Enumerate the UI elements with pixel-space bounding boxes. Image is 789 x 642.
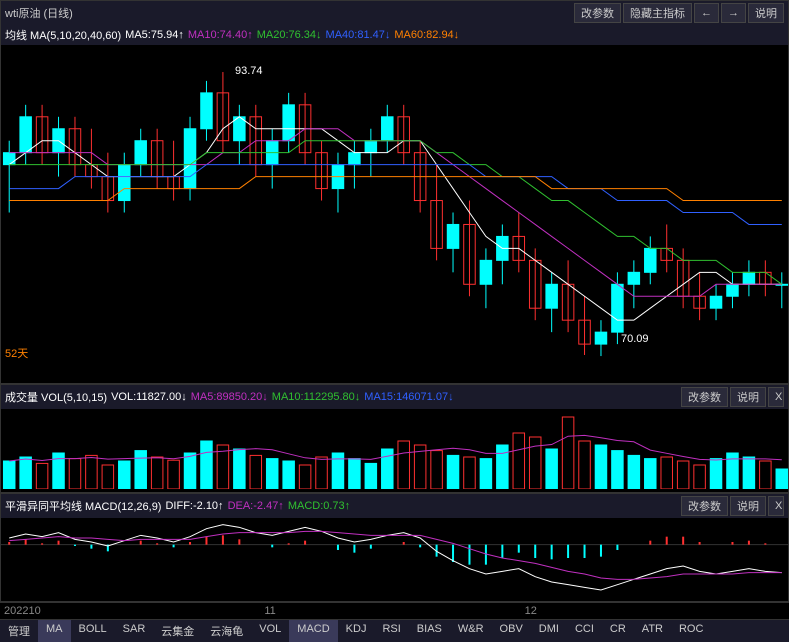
toolbar-button[interactable]: 说明 <box>748 3 784 23</box>
toolbar-button[interactable]: 隐藏主指标 <box>623 3 692 23</box>
legend-item: DIFF:-2.10↑ <box>165 500 223 512</box>
indicator-tab[interactable]: KDJ <box>338 620 375 642</box>
indicator-tabs: 管理MABOLLSAR云集金云海龟VOLMACDKDJRSIBIASW&ROBV… <box>0 619 789 642</box>
volume-panel: 成交量 VOL(5,10,15) VOL:11827.00↓ MA5:89850.… <box>0 384 789 493</box>
indicator-tab[interactable]: ROC <box>671 620 711 642</box>
macd-panel: 平滑异同平均线 MACD(12,26,9) DIFF:-2.10↑ DEA:-2.… <box>0 493 789 602</box>
days-label: 52天 <box>5 345 28 361</box>
indicator-tab[interactable]: VOL <box>251 620 289 642</box>
indicator-tab[interactable]: MACD <box>289 620 337 642</box>
top-toolbar: 改参数隐藏主指标←→说明 <box>574 3 784 23</box>
panel-button[interactable]: 改参数 <box>681 496 728 516</box>
legend-item: DEA:-2.47↑ <box>228 500 284 512</box>
legend-item: MA5:75.94↑ <box>125 29 184 41</box>
macd-header: 平滑异同平均线 MACD(12,26,9) DIFF:-2.10↑ DEA:-2.… <box>1 494 788 518</box>
toolbar-button[interactable]: ← <box>694 3 719 23</box>
legend-item: MA5:89850.20↓ <box>191 391 268 403</box>
indicator-tab[interactable]: OBV <box>492 620 531 642</box>
panel-button[interactable]: X <box>768 387 784 407</box>
chart-title: wti原油 (日线) <box>5 5 73 21</box>
main-header: wti原油 (日线) 改参数隐藏主指标←→说明 <box>1 1 788 25</box>
indicator-tab[interactable]: CCI <box>567 620 602 642</box>
legend-item: MA60:82.94↓ <box>394 29 459 41</box>
legend-item: VOL:11827.00↓ <box>111 391 187 403</box>
indicator-tab[interactable]: BOLL <box>71 620 115 642</box>
indicator-tab[interactable]: RSI <box>374 620 408 642</box>
indicator-tab[interactable]: DMI <box>531 620 567 642</box>
indicator-tab[interactable]: BIAS <box>409 620 450 642</box>
panel-button[interactable]: 说明 <box>730 387 766 407</box>
panel-button[interactable]: X <box>768 496 784 516</box>
indicator-tab[interactable]: CR <box>602 620 634 642</box>
indicator-tab[interactable]: 管理 <box>0 620 38 642</box>
time-axis: 2022101112 <box>0 602 789 619</box>
legend-item: MA20:76.34↓ <box>257 29 322 41</box>
candlestick-chart <box>1 45 789 380</box>
macd-chart <box>1 518 789 598</box>
ma-label: 均线 MA(5,10,20,40,60) <box>5 27 121 43</box>
macd-label: 平滑异同平均线 MACD(12,26,9) <box>5 498 161 514</box>
toolbar-button[interactable]: 改参数 <box>574 3 621 23</box>
legend-item: MA15:146071.07↓ <box>364 391 453 403</box>
panel-button[interactable]: 说明 <box>730 496 766 516</box>
ma-legend: 均线 MA(5,10,20,40,60) MA5:75.94↑ MA10:74.4… <box>1 25 788 45</box>
legend-item: MA10:112295.80↓ <box>272 391 360 403</box>
low-annotation: 70.09 <box>621 333 649 345</box>
legend-item: MA40:81.47↓ <box>326 29 391 41</box>
vol-header: 成交量 VOL(5,10,15) VOL:11827.00↓ MA5:89850.… <box>1 385 788 409</box>
toolbar-button[interactable]: → <box>721 3 746 23</box>
price-chart-area[interactable]: 93.74 70.09 52天 <box>1 45 788 383</box>
indicator-tab[interactable]: W&R <box>450 620 492 642</box>
legend-item: MACD:0.73↑ <box>288 500 350 512</box>
volume-chart <box>1 409 789 489</box>
high-annotation: 93.74 <box>235 65 263 77</box>
indicator-tab[interactable]: 云集金 <box>153 620 202 642</box>
legend-item: MA10:74.40↑ <box>188 29 253 41</box>
indicator-tab[interactable]: ATR <box>634 620 671 642</box>
main-panel: wti原油 (日线) 改参数隐藏主指标←→说明 均线 MA(5,10,20,40… <box>0 0 789 384</box>
indicator-tab[interactable]: SAR <box>115 620 154 642</box>
indicator-tab[interactable]: MA <box>38 620 71 642</box>
panel-button[interactable]: 改参数 <box>681 387 728 407</box>
vol-label: 成交量 VOL(5,10,15) <box>5 389 107 405</box>
indicator-tab[interactable]: 云海龟 <box>202 620 251 642</box>
